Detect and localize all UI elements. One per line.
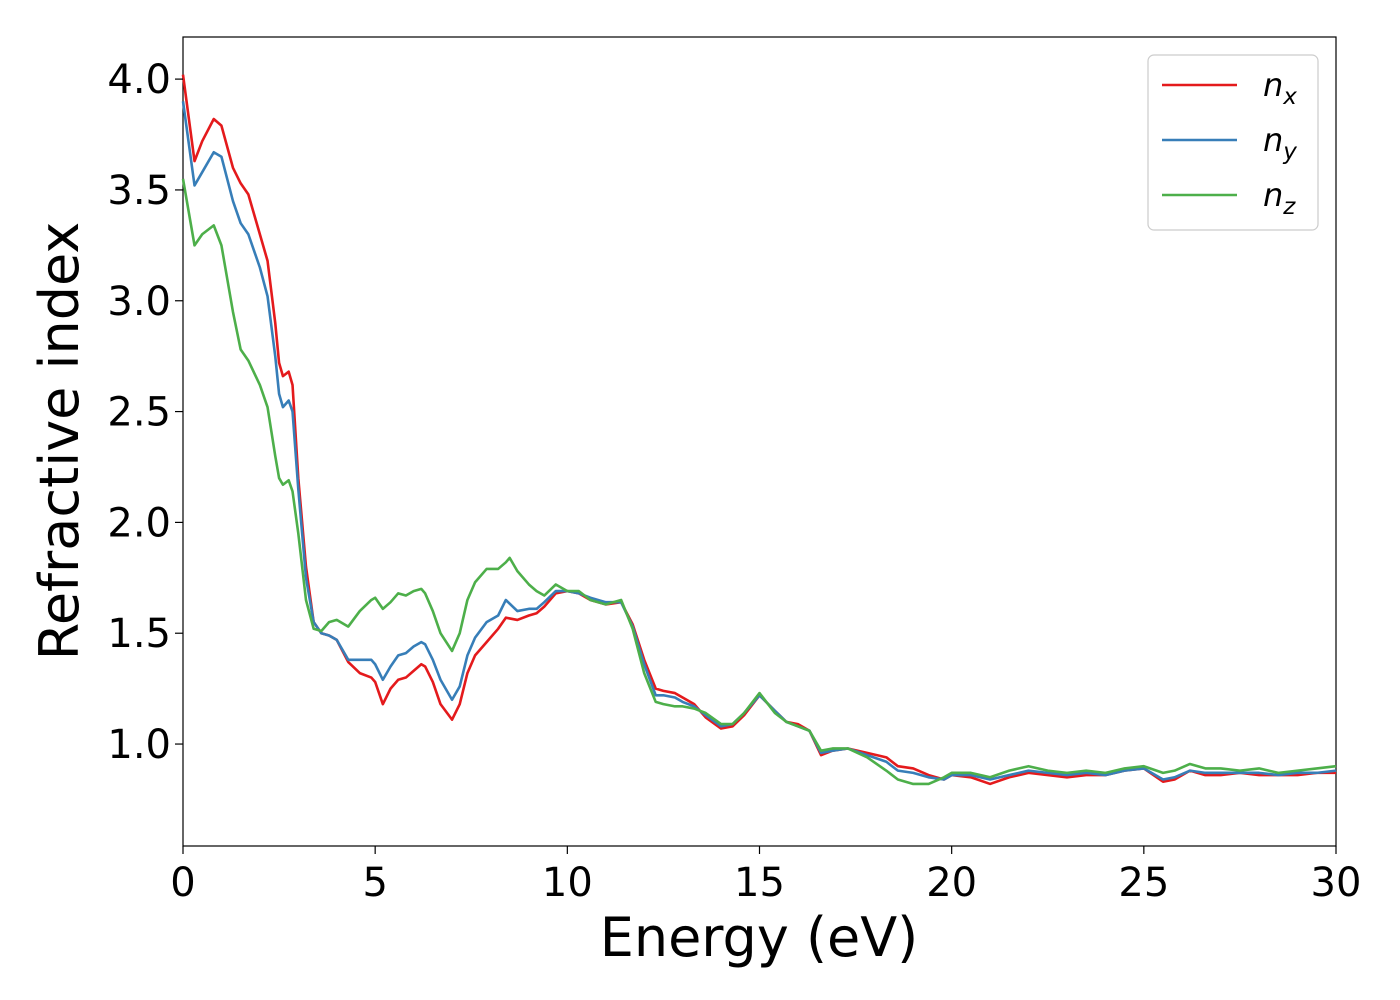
x-tick-label: 0 <box>170 860 195 906</box>
y-tick-label: 1.0 <box>107 722 171 768</box>
x-axis-label: Energy (eV) <box>600 906 919 969</box>
series-line-nz <box>181 178 1337 786</box>
legend-box <box>1147 54 1319 231</box>
legend-label-nx: nx <box>1263 66 1297 110</box>
x-tick-label: 30 <box>1311 860 1362 906</box>
x-tick-label: 25 <box>1118 860 1169 906</box>
y-axis-ticks: 1.0 1.5 2.0 2.5 3.0 3.5 4.0 <box>107 57 183 768</box>
x-tick-label: 5 <box>362 860 387 906</box>
y-tick-label: 2.5 <box>107 390 171 436</box>
x-tick-label: 20 <box>926 860 977 906</box>
legend-label-ny: ny <box>1263 121 1297 165</box>
y-tick-label: 3.0 <box>107 279 171 325</box>
y-tick-label: 2.0 <box>107 500 171 546</box>
x-tick-label: 15 <box>734 860 785 906</box>
y-tick-label: 3.5 <box>107 168 171 214</box>
x-tick-label: 10 <box>542 860 593 906</box>
series-layer <box>181 74 1337 786</box>
series-line-ny <box>181 101 1337 781</box>
x-axis-ticks: 0 5 10 15 20 25 30 <box>170 846 1361 906</box>
y-tick-label: 1.5 <box>107 611 171 657</box>
legend: nx ny nz <box>1147 54 1319 231</box>
legend-label-nz: nz <box>1263 176 1296 220</box>
y-tick-label: 4.0 <box>107 57 171 103</box>
plot-area <box>182 36 1337 847</box>
y-axis-label: Refractive index <box>28 222 91 661</box>
